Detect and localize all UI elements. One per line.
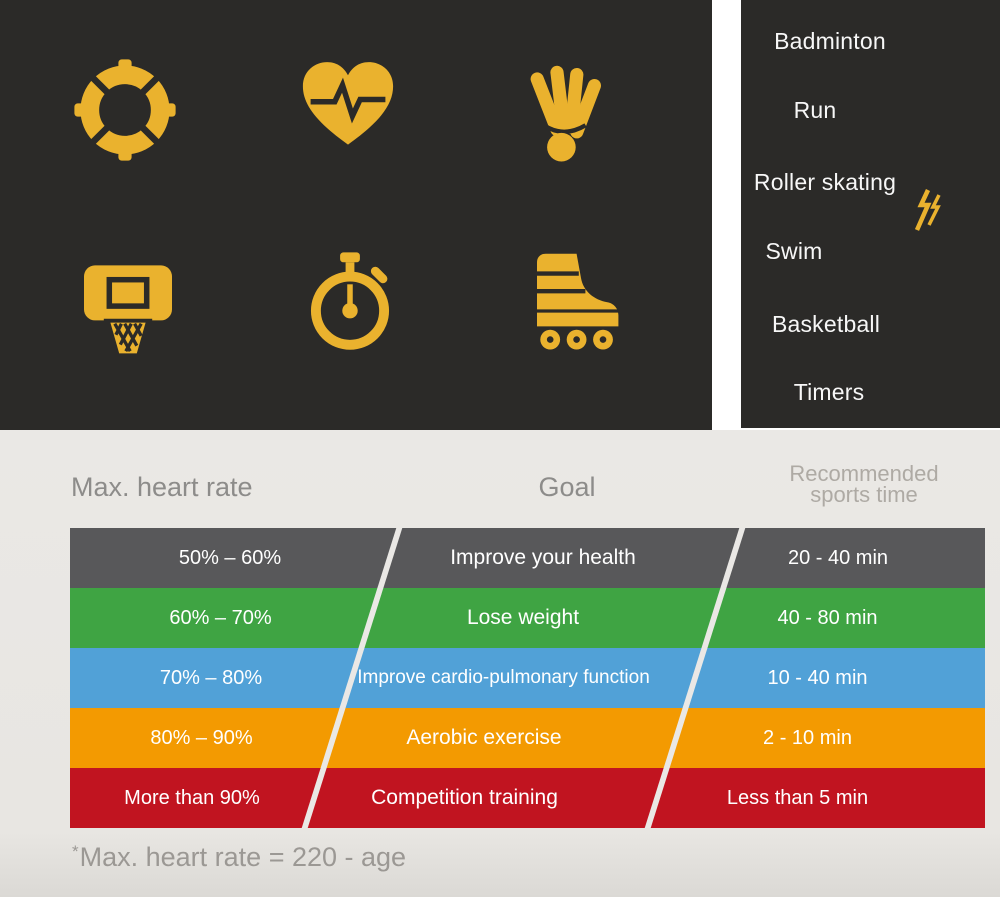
header-goal: Goal [538,472,596,502]
hero-section: Badminton Run Roller skating Swim Basket… [0,0,1000,430]
stopwatch-icon [310,252,390,350]
cell-rate: 60% – 70% [169,606,272,629]
sport-menu-panel: Badminton Run Roller skating Swim Basket… [741,0,1000,428]
table-row: 80% – 90% Aerobic exercise 2 - 10 min [70,708,985,768]
table-row: 70% – 80% Improve cardio-pulmonary funct… [70,648,985,708]
cell-time: Less than 5 min [726,786,869,809]
cell-rate: 70% – 80% [159,666,263,689]
cell-time: 2 - 10 min [763,726,852,749]
cell-goal: Competition training [371,786,558,809]
header-recommended-line1: Recommended [789,461,939,486]
cell-goal: Improve cardio-pulmonary function [357,667,650,688]
menu-item-timers: Timers [793,379,865,405]
table-row: 60% – 70% Lose weight 40 - 80 min [70,588,985,648]
menu-item-swim: Swim [765,238,823,264]
heart-rate-icon [302,62,394,145]
menu-item-roller-skating: Roller skating [753,169,897,195]
cell-time: 40 - 80 min [777,606,878,629]
header-recommended-line2: sports time [810,482,918,507]
menu-item-basketball: Basketball [771,311,881,337]
shuttlecock-icon [530,65,601,162]
header-max-heart-rate: Max. heart rate [71,472,253,502]
lifebuoy-icon [74,59,176,161]
cell-rate: 80% – 90% [150,726,253,749]
footnote-asterisk: * [72,842,79,861]
cell-time: 20 - 40 min [787,546,889,569]
table-row: 50% – 60% Improve your health 20 - 40 mi… [70,528,985,588]
table-row: More than 90% Competition training Less … [70,768,985,828]
header-recommended-sports-time: Recommended sports time [789,461,939,507]
cell-rate: More than 90% [124,786,260,809]
footnote: *Max. heart rate = 220 - age [72,842,406,873]
roller-skate-icon [537,253,619,350]
lightning-bolt-icon [914,189,941,231]
basketball-hoop-icon [84,265,172,354]
sport-icons-panel [0,0,712,430]
menu-item-run: Run [793,97,837,123]
cell-time: 10 - 40 min [767,666,868,689]
menu-item-badminton: Badminton [774,28,886,54]
heart-rate-zone-section: Max. heart rate Goal Recommended sports … [0,430,1000,897]
footnote-text: Max. heart rate = 220 - age [79,842,407,872]
cell-rate: 50% – 60% [178,546,282,569]
cell-goal: Lose weight [466,606,580,629]
cell-goal: Aerobic exercise [406,726,562,749]
heart-rate-zone-table: 50% – 60% Improve your health 20 - 40 mi… [70,528,985,828]
cell-goal: Improve your health [450,546,636,569]
